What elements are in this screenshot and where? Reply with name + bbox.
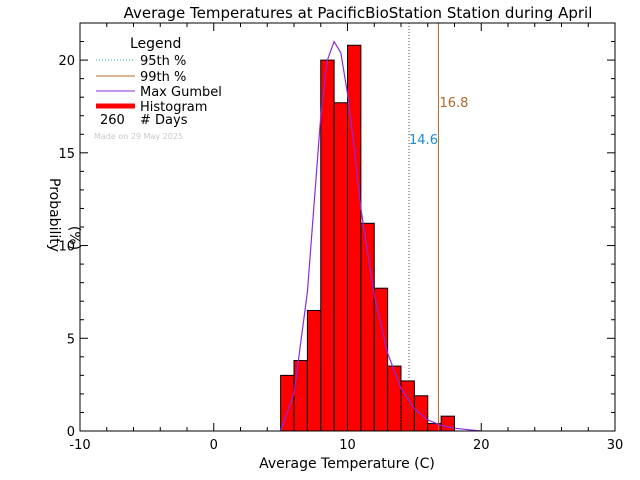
x-tick-label: 30	[607, 438, 624, 453]
x-axis-label: Average Temperature (C)	[259, 456, 435, 472]
histogram-bar	[280, 374, 295, 432]
histogram-bar	[347, 44, 362, 432]
y-tick-label: 5	[67, 332, 75, 347]
made-on-note: Made on 29 May 2025	[94, 132, 183, 141]
p99-value-label: 16.8	[439, 96, 468, 111]
percentile-lines: 14.6 16.8	[408, 23, 468, 431]
histogram-bar	[293, 360, 308, 432]
histogram-bar	[413, 395, 429, 432]
x-tick-label: -10	[69, 438, 90, 453]
legend-label-99th: 99th %	[140, 70, 186, 85]
legend-label-95th: 95th %	[140, 54, 186, 69]
histogram-bar	[440, 415, 455, 432]
y-tick-label: 15	[58, 147, 75, 162]
gumbel-curve-group	[280, 40, 482, 432]
histogram-bar	[333, 102, 348, 432]
y-axis: 0 5 10 15 20	[58, 22, 615, 440]
x-tick-label: 20	[473, 438, 490, 453]
legend-days-label: # Days	[140, 113, 188, 128]
legend-label-gumbel: Max Gumbel	[140, 85, 222, 100]
y-axis-label: Probability	[46, 178, 62, 252]
y-tick-label: 20	[58, 54, 75, 69]
x-tick-label: 0	[210, 438, 218, 453]
y-axis-unit: (%)	[66, 226, 82, 250]
histogram-bar	[387, 365, 402, 432]
legend-days-count: 260	[100, 113, 125, 128]
p95-value-label: 14.6	[409, 133, 438, 148]
chart-title: Average Temperatures at PacificBioStatio…	[124, 4, 593, 22]
legend: Legend 95th % 99th % Max Gumbel Histogra…	[94, 36, 222, 141]
y-tick-label: 10	[58, 240, 75, 255]
x-axis: -10 0 10 20 30	[69, 23, 623, 453]
y-tick-label: 0	[67, 425, 75, 440]
legend-label-histogram: Histogram	[140, 100, 207, 115]
x-tick-label: 10	[339, 438, 356, 453]
gumbel-curve	[280, 40, 482, 432]
histogram-bar	[320, 59, 335, 432]
histogram-bar	[373, 287, 389, 432]
histogram-bar	[306, 309, 322, 432]
legend-title: Legend	[130, 36, 181, 52]
